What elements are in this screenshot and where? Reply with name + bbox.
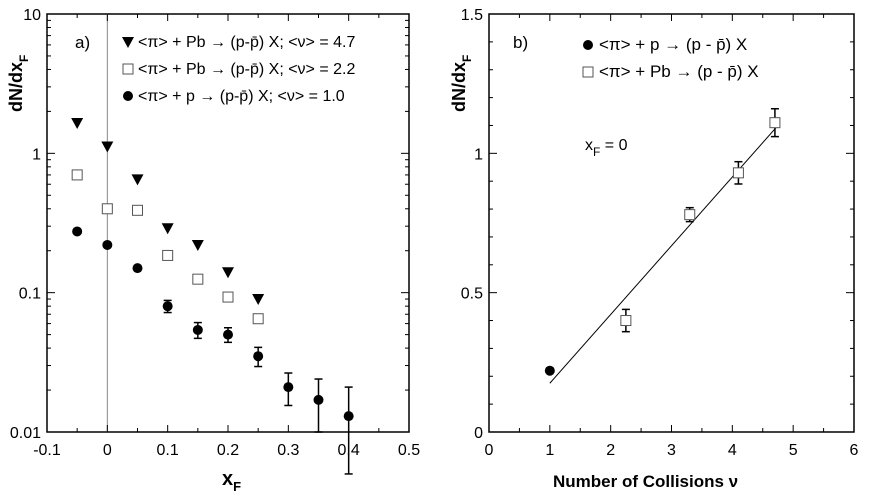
panel-b-label: b) — [513, 33, 528, 52]
data-point — [132, 204, 143, 216]
data-point — [253, 351, 264, 362]
data-point — [191, 239, 204, 251]
data-point — [252, 294, 265, 306]
data-point — [222, 291, 234, 303]
x-tick-label: -0.1 — [33, 442, 61, 459]
data-point — [131, 174, 144, 186]
data-point — [544, 365, 555, 376]
x-tick-label: 0 — [103, 442, 112, 459]
panel-b-ylabel: dN/dxF — [449, 55, 474, 112]
x-tick-label: 2 — [606, 442, 615, 459]
data-point — [71, 169, 83, 181]
data-point — [313, 394, 324, 405]
panel-b-xlabel: Number of Collisions ν — [553, 472, 738, 491]
y-tick-label: 1 — [32, 146, 41, 163]
data-point — [343, 411, 354, 422]
data-point — [101, 141, 114, 153]
data-point — [732, 167, 744, 179]
data-point — [620, 315, 632, 327]
data-point — [162, 249, 174, 261]
y-tick-label: 0.1 — [19, 286, 41, 303]
data-point — [192, 273, 204, 285]
x-tick-label: 5 — [789, 442, 798, 459]
y-tick-label: 1.5 — [461, 7, 483, 24]
x-tick-label: 0.1 — [157, 442, 179, 459]
x-tick-label: 0.3 — [277, 442, 299, 459]
y-tick-label: 0.01 — [10, 425, 41, 442]
data-point — [684, 209, 696, 221]
panel-b-annotation: xF = 0 — [585, 137, 628, 159]
data-point — [769, 117, 781, 129]
fit-line — [549, 125, 779, 384]
x-tick-label: 4 — [728, 442, 737, 459]
legend-marker — [583, 40, 593, 50]
data-point — [132, 263, 143, 274]
x-tick-label: 1 — [545, 442, 554, 459]
legend-marker — [582, 66, 594, 78]
x-tick-label: 0.5 — [398, 442, 420, 459]
data-point — [283, 382, 294, 393]
legend-label: <π> + p → (p - p̄) X — [599, 35, 747, 54]
panel-a-xlabel: xF — [222, 468, 241, 494]
data-point — [101, 203, 113, 215]
legend-label: <π> + Pb → (p-p̄) X; <ν> = 2.2 — [138, 61, 355, 78]
y-tick-label: 10 — [23, 7, 41, 24]
data-point — [72, 226, 83, 237]
y-tick-label: 0.5 — [461, 286, 483, 303]
data-point — [71, 118, 84, 130]
x-tick-label: 3 — [667, 442, 676, 459]
legend-marker — [122, 37, 134, 48]
data-point — [161, 223, 174, 235]
data-point — [223, 329, 233, 340]
legend-marker — [123, 91, 133, 101]
data-point — [102, 239, 113, 250]
legend-label: <π> + p → (p-p̄) X; <ν> = 1.0 — [138, 88, 345, 105]
legend-label: <π> + Pb → (p-p̄) X; <ν> = 4.7 — [138, 34, 355, 51]
legend-marker — [122, 63, 134, 75]
data-point — [162, 301, 173, 312]
y-tick-label: 0 — [474, 425, 483, 442]
data-point — [192, 324, 203, 335]
panel-a-label: a) — [75, 33, 90, 52]
data-point — [252, 313, 264, 325]
x-tick-label: 6 — [850, 442, 859, 459]
panel-a-ylabel: dN/dxF — [6, 55, 31, 112]
data-point — [222, 267, 234, 279]
y-tick-label: 1 — [474, 146, 483, 163]
x-tick-label: 0.2 — [217, 442, 239, 459]
legend-label: <π> + Pb → (p - p̄) X — [599, 62, 759, 81]
panel-b: 0 1 2 3 4 5 6 0 0.5 1 1.5 b) dN/dxF Number of Coll… — [449, 7, 859, 491]
x-tick-label: 0 — [485, 442, 494, 459]
